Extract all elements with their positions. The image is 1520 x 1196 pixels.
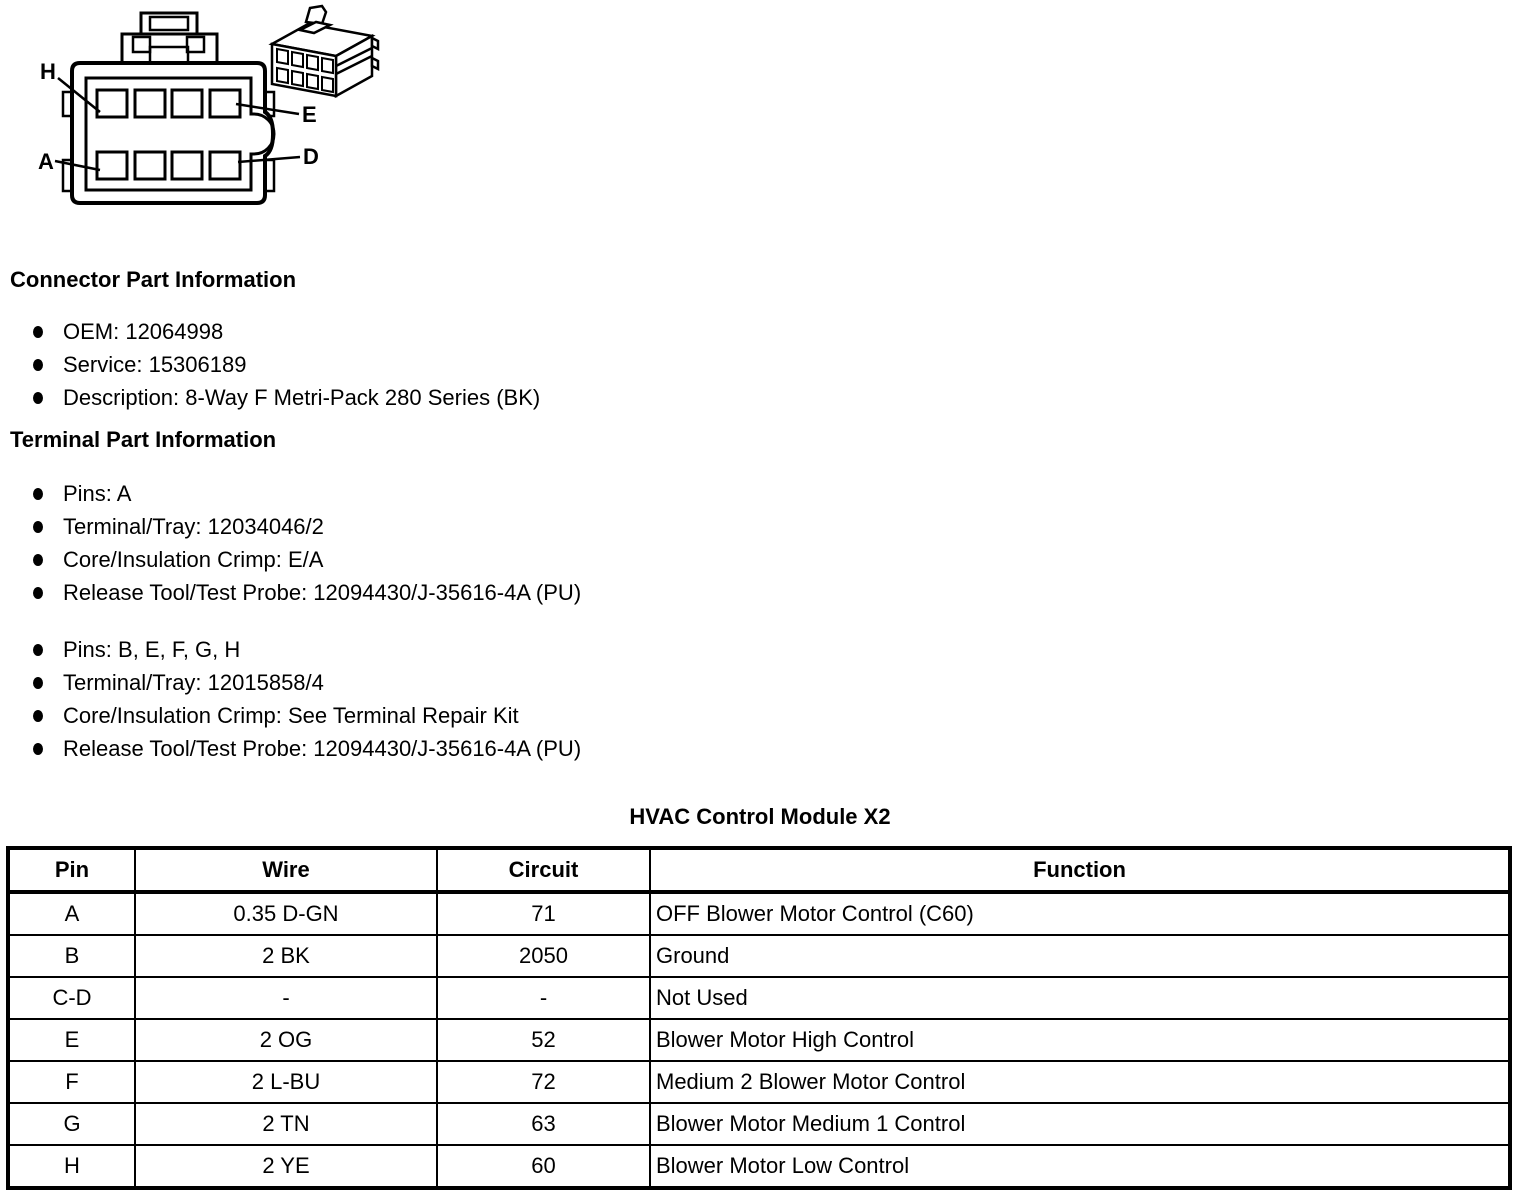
list-item: Pins: A xyxy=(33,477,581,510)
list-item: Release Tool/Test Probe: 12094430/J-3561… xyxy=(33,576,581,609)
pin-cell: F xyxy=(7,1060,136,1104)
list-item: Terminal/Tray: 12034046/2 xyxy=(33,510,581,543)
circuit-cell: 72 xyxy=(436,1060,651,1104)
list-item: Core/Insulation Crimp: See Terminal Repa… xyxy=(33,699,581,732)
bullet-icon xyxy=(33,709,43,722)
list-item-text: Core/Insulation Crimp: E/A xyxy=(63,546,324,572)
table-row: G 2 TN 63 Blower Motor Medium 1 Control xyxy=(7,1102,1511,1146)
bullet-icon xyxy=(33,742,43,755)
connector-part-info-heading: Connector Part Information xyxy=(10,267,297,292)
table-row: H 2 YE 60 Blower Motor Low Control xyxy=(7,1144,1511,1189)
terminal-info-group-1: Pins: A Terminal/Tray: 12034046/2 Core/I… xyxy=(33,477,581,609)
terminal-part-info-heading: Terminal Part Information xyxy=(10,427,277,452)
list-item-text: Pins: B, E, F, G, H xyxy=(63,636,241,662)
column-header-pin: Pin xyxy=(7,847,136,894)
terminal-info-group-2: Pins: B, E, F, G, H Terminal/Tray: 12015… xyxy=(33,633,581,765)
pin-cell: H xyxy=(7,1144,136,1189)
wire-cell: 2 L-BU xyxy=(134,1060,438,1104)
circuit-cell: 71 xyxy=(436,891,651,936)
bullet-icon xyxy=(33,676,43,689)
bullet-icon xyxy=(33,643,43,656)
pin-label-h: H xyxy=(40,59,56,84)
pin-function-table: Pin Wire Circuit Function A 0.35 D-GN 71… xyxy=(6,846,1512,1190)
function-cell: OFF Blower Motor Control (C60) xyxy=(649,891,1511,936)
function-cell: Blower Motor Medium 1 Control xyxy=(649,1102,1511,1146)
list-item: Release Tool/Test Probe: 12094430/J-3561… xyxy=(33,732,581,765)
table-row: E 2 OG 52 Blower Motor High Control xyxy=(7,1018,1511,1062)
function-cell: Blower Motor Low Control xyxy=(649,1144,1511,1189)
connector-front-view xyxy=(54,11,301,205)
table-header-row: Pin Wire Circuit Function xyxy=(7,847,1511,894)
pin-label-d: D xyxy=(303,144,319,169)
list-item: Description: 8-Way F Metri-Pack 280 Seri… xyxy=(33,381,540,414)
list-item-text: OEM: 12064998 xyxy=(63,318,224,344)
pin-label-e: E xyxy=(302,102,317,127)
list-item: Service: 15306189 xyxy=(33,348,540,381)
list-item: Core/Insulation Crimp: E/A xyxy=(33,543,581,576)
table-row: C-D - - Not Used xyxy=(7,976,1511,1020)
wire-cell: - xyxy=(134,976,438,1020)
bullet-icon xyxy=(33,325,43,338)
pin-cell: B xyxy=(7,934,136,978)
wire-cell: 2 TN xyxy=(134,1102,438,1146)
bullet-icon xyxy=(33,553,43,566)
function-cell: Not Used xyxy=(649,976,1511,1020)
wire-cell: 2 OG xyxy=(134,1018,438,1062)
bullet-icon xyxy=(33,520,43,533)
function-cell: Ground xyxy=(649,934,1511,978)
leader-lines xyxy=(54,77,301,172)
list-item: Terminal/Tray: 12015858/4 xyxy=(33,666,581,699)
function-cell: Blower Motor High Control xyxy=(649,1018,1511,1062)
function-cell: Medium 2 Blower Motor Control xyxy=(649,1060,1511,1104)
list-item-text: Pins: A xyxy=(63,480,132,506)
column-header-circuit: Circuit xyxy=(436,847,651,894)
pin-cell: A xyxy=(7,891,136,936)
pin-label-a: A xyxy=(38,149,54,174)
wire-cell: 0.35 D-GN xyxy=(134,891,438,936)
column-header-wire: Wire xyxy=(134,847,438,894)
bullet-icon xyxy=(33,586,43,599)
connector-part-info-list: OEM: 12064998 Service: 15306189 Descript… xyxy=(33,315,540,414)
pin-cavities-bottom-row xyxy=(95,150,242,181)
circuit-cell: 52 xyxy=(436,1018,651,1062)
connector-isometric-view xyxy=(268,4,380,99)
list-item-text: Terminal/Tray: 12034046/2 xyxy=(63,513,324,539)
list-item-text: Release Tool/Test Probe: 12094430/J-3561… xyxy=(63,579,582,605)
table-row: B 2 BK 2050 Ground xyxy=(7,934,1511,978)
table-title: HVAC Control Module X2 xyxy=(629,804,891,829)
wire-cell: 2 YE xyxy=(134,1144,438,1189)
circuit-cell: 60 xyxy=(436,1144,651,1189)
pin-cell: E xyxy=(7,1018,136,1062)
circuit-cell: 2050 xyxy=(436,934,651,978)
bullet-icon xyxy=(33,391,43,404)
pin-cavities-top-row xyxy=(95,88,242,119)
list-item-text: Release Tool/Test Probe: 12094430/J-3561… xyxy=(63,735,582,761)
connector-diagram: H A E D xyxy=(38,4,380,205)
column-header-function: Function xyxy=(649,847,1511,894)
pin-cell: G xyxy=(7,1102,136,1146)
list-item-text: Service: 15306189 xyxy=(63,351,247,377)
list-item-text: Core/Insulation Crimp: See Terminal Repa… xyxy=(63,702,519,728)
pin-cell: C-D xyxy=(7,976,136,1020)
circuit-cell: 63 xyxy=(436,1102,651,1146)
list-item-text: Description: 8-Way F Metri-Pack 280 Seri… xyxy=(63,384,541,410)
list-item: Pins: B, E, F, G, H xyxy=(33,633,581,666)
table-row: F 2 L-BU 72 Medium 2 Blower Motor Contro… xyxy=(7,1060,1511,1104)
table-row: A 0.35 D-GN 71 OFF Blower Motor Control … xyxy=(7,891,1511,936)
bullet-icon xyxy=(33,487,43,500)
list-item-text: Terminal/Tray: 12015858/4 xyxy=(63,669,324,695)
bullet-icon xyxy=(33,358,43,371)
list-item: OEM: 12064998 xyxy=(33,315,540,348)
circuit-cell: - xyxy=(436,976,651,1020)
wire-cell: 2 BK xyxy=(134,934,438,978)
